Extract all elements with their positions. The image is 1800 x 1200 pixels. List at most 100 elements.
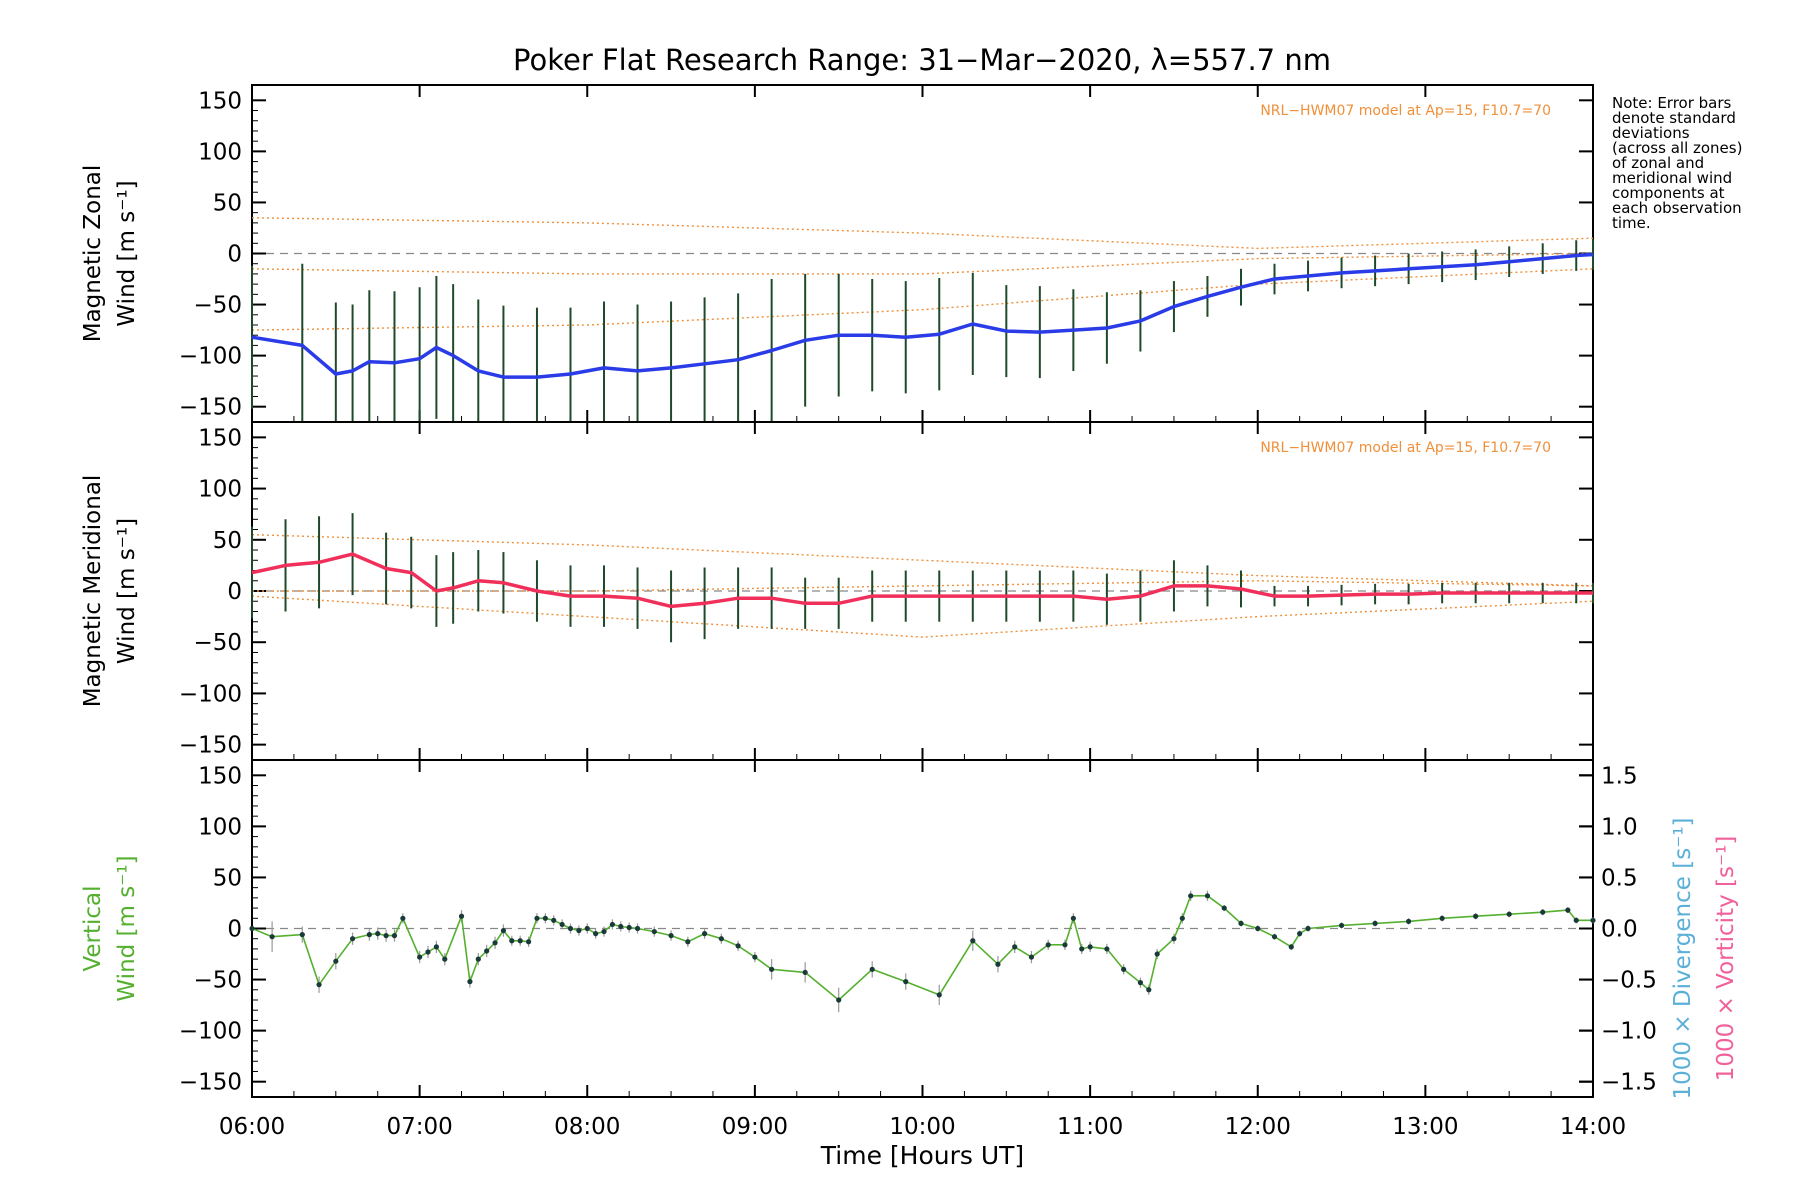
data-point	[1506, 911, 1512, 917]
data-point	[1406, 918, 1412, 924]
model-label: NRL−HWM07 model at Ap=15, F10.7=70	[1260, 440, 1551, 456]
data-point	[417, 954, 423, 960]
right-y-tick-label: −1.5	[1601, 1070, 1657, 1096]
y-tick-label: 0	[227, 917, 242, 943]
note-line: meridional wind	[1612, 169, 1733, 187]
data-point	[1045, 942, 1051, 948]
data-point	[701, 931, 708, 937]
data-point	[1104, 946, 1110, 952]
y-tick-label: 50	[213, 865, 242, 891]
note-line: of zonal and	[1612, 154, 1705, 172]
right-y-tick-label: 1.5	[1601, 763, 1638, 789]
y-tick-label: −150	[179, 733, 242, 759]
y-axis-label: Vertical Wind [m s⁻¹]	[80, 855, 140, 1001]
data-point	[500, 927, 507, 934]
note-line: Note: Error bars	[1612, 94, 1732, 112]
series-line-meridional	[251, 552, 1593, 609]
y-tick-label: −150	[179, 395, 242, 421]
data-point	[936, 992, 942, 998]
y-tick-label: −50	[193, 630, 242, 656]
data-point	[269, 934, 275, 940]
data-point	[1221, 905, 1227, 911]
data-point	[517, 938, 523, 944]
data-point	[576, 927, 582, 934]
data-point	[492, 940, 498, 946]
right-y-tick-label: 0.5	[1601, 865, 1638, 891]
series-line-zonal	[251, 252, 1594, 379]
y-axis-label-line: Wind [m s⁻¹]	[114, 180, 140, 326]
data-point	[752, 954, 758, 960]
data-point	[1271, 934, 1278, 940]
data-point	[349, 936, 356, 942]
data-point	[609, 921, 615, 928]
y-tick-label: 150	[198, 425, 242, 451]
y-tick-label: 0	[227, 242, 242, 268]
data-point	[1137, 980, 1144, 986]
data-point	[1179, 915, 1185, 921]
note-line: deviations	[1612, 124, 1690, 142]
data-point	[1171, 936, 1177, 942]
y-axis-label-line: Wind [m s⁻¹]	[114, 855, 140, 1001]
data-point	[467, 979, 473, 985]
x-tick-label: 10:00	[889, 1114, 955, 1140]
data-point	[433, 944, 439, 950]
y-tick-label: 150	[198, 763, 242, 789]
data-point	[1070, 915, 1076, 921]
y-tick-label: −50	[193, 293, 242, 319]
y-axis-label-line: Magnetic Zonal	[80, 165, 106, 343]
data-point	[618, 923, 624, 930]
right-y-tick-label: 1.0	[1601, 814, 1638, 840]
data-point	[333, 958, 339, 964]
model-label: NRL−HWM07 model at Ap=15, F10.7=70	[1260, 103, 1551, 119]
y-tick-label: 50	[213, 190, 242, 216]
data-point	[1439, 915, 1445, 921]
panel-vertical: 150 100 50 0 −50 −100 −150 Vertical Wind [m s⁻¹]…	[80, 759, 1739, 1100]
y-tick-label: −50	[193, 968, 242, 994]
note-line: time.	[1612, 214, 1651, 232]
note-line: denote standard	[1612, 109, 1736, 127]
vorticity-axis-label: 1000 × Vorticity [s⁻¹]	[1713, 836, 1739, 1082]
data-point	[425, 949, 431, 955]
note-line: each observation	[1612, 199, 1742, 217]
data-point	[593, 931, 599, 937]
note-line: (across all zones)	[1612, 139, 1743, 157]
model-curve	[251, 595, 1594, 638]
x-axis-label: Time [Hours UT]	[820, 1141, 1024, 1170]
data-point	[366, 932, 372, 938]
x-tick-label: 07:00	[386, 1114, 452, 1140]
data-point	[1154, 951, 1160, 957]
y-axis-label-line: Wind [m s⁻¹]	[114, 518, 140, 664]
y-tick-label: 150	[198, 88, 242, 114]
data-point	[1473, 913, 1479, 919]
data-point	[458, 913, 465, 919]
data-point	[903, 979, 909, 985]
data-point	[626, 924, 632, 931]
data-point	[1288, 944, 1294, 950]
data-point	[484, 948, 490, 954]
model-curve	[251, 252, 1594, 275]
data-point	[802, 969, 808, 976]
data-point	[383, 933, 389, 939]
figure-title: Poker Flat Research Range: 31−Mar−2020, …	[513, 43, 1331, 77]
data-point	[525, 939, 532, 945]
data-point	[651, 928, 657, 935]
data-point	[1540, 909, 1546, 915]
data-point	[1188, 893, 1194, 899]
data-point	[249, 925, 255, 932]
data-point	[1565, 907, 1571, 913]
data-point	[1255, 925, 1261, 932]
data-point	[1204, 893, 1211, 899]
panel-meridional: 150 100 50 0 −50 −100 −150 Magnetic Meridional W…	[80, 421, 1594, 761]
panel-zonal: 150 100 50 0 −50 −100 −150 Magnetic Zonal Wind […	[80, 84, 1594, 423]
data-point	[1338, 922, 1345, 929]
data-point	[869, 966, 875, 972]
x-tick-label: 09:00	[722, 1114, 788, 1140]
model-curve	[251, 217, 1594, 250]
data-point	[584, 925, 590, 932]
data-point	[375, 931, 381, 937]
series-line-vertical	[251, 894, 1593, 1001]
data-point	[1238, 920, 1244, 926]
x-tick-label: 08:00	[554, 1114, 620, 1140]
data-point	[542, 915, 548, 921]
data-point	[400, 915, 406, 921]
